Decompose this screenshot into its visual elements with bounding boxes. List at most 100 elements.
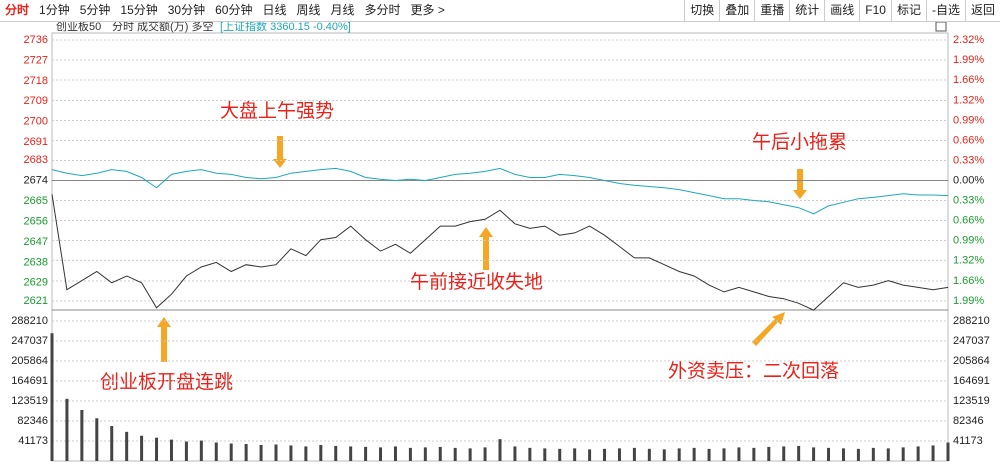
y2-tick-label: 1.32% (953, 254, 984, 266)
annotation: 午后小拖累 (752, 131, 847, 153)
y-tick-label: 41173 (18, 435, 48, 447)
annotation: 外资卖压：二次回落 (668, 360, 839, 382)
y2-tick-label: 0.66% (953, 214, 984, 226)
volume-bar (184, 441, 188, 461)
volume-bar (722, 448, 726, 461)
toolbar-button[interactable]: 30分钟 (167, 3, 206, 17)
volume-bar (438, 446, 442, 461)
toolbar-button[interactable]: 切换 (684, 0, 719, 21)
volume-bar (797, 445, 801, 461)
toolbar-button[interactable]: 重播 (754, 0, 789, 21)
toolbar-button[interactable]: 1分钟 (39, 3, 70, 17)
y-tick-label: 2691 (24, 136, 48, 148)
y-tick-label: 205864 (953, 355, 990, 367)
annotation: 大盘上午强势 (220, 100, 334, 122)
y-tick-label: 2736 (24, 34, 48, 46)
y2-tick-label: 1.99% (953, 54, 984, 66)
toolbar-button[interactable]: 日线 (262, 3, 287, 17)
y-tick-label: 247037 (953, 335, 990, 347)
volume-bar (677, 448, 681, 461)
toolbar-button[interactable]: F10 (859, 0, 891, 21)
toolbar-button[interactable]: 分时 (5, 3, 30, 17)
volume-bar (50, 333, 54, 461)
toolbar-button[interactable]: 叠加 (719, 0, 754, 21)
chart: 创业板50 分时 成交额(万) 多空 [上证指数 3360.15 -0.40%]… (11, 22, 990, 462)
volume-bar (931, 445, 935, 461)
volume-bar (274, 444, 278, 461)
volume-bar (334, 445, 338, 461)
volume-bar (603, 448, 607, 461)
volume-bar (259, 444, 263, 461)
y-tick-label: 2718 (24, 75, 48, 87)
toolbar-button[interactable]: 多分时 (364, 3, 401, 17)
y-tick-label: 205864 (11, 355, 48, 367)
toolbar-button[interactable]: 周线 (296, 3, 321, 17)
volume-bar (886, 448, 890, 461)
y2-tick-label: 0.33% (953, 154, 984, 166)
volume-bar (782, 446, 786, 461)
toolbar-button[interactable]: 更多 > (410, 3, 445, 17)
annotation: 创业板开盘连跳 (100, 371, 233, 393)
y-tick-label: 2656 (24, 215, 48, 227)
y2-tick-label: 2.32% (953, 34, 984, 46)
toolbar-button[interactable]: 5分钟 (79, 3, 111, 17)
volume-bar (199, 440, 203, 461)
toolbar: 分时 1分钟 5分钟 15分钟 30分钟 60分钟 日线 周线 月线 多分时 更多 > 切换 叠加 重播统… (0, 0, 1000, 22)
y2-tick-label: 0.66% (953, 134, 984, 146)
volume-bar (498, 439, 502, 461)
volume-bar (841, 448, 845, 461)
volume-bar (95, 418, 99, 461)
volume-bar (140, 435, 144, 461)
volume-bar (453, 447, 457, 461)
volume-bar (65, 398, 69, 461)
volume-bar (827, 447, 831, 461)
volume-bar (632, 447, 636, 461)
y-tick-label: 288210 (11, 315, 48, 327)
volume-bar (588, 449, 592, 461)
volume-bar (155, 437, 159, 461)
volume-bar (349, 446, 353, 461)
volume-bar (558, 448, 562, 461)
y2-tick-label: 1.66% (953, 275, 984, 287)
y-tick-label: 2638 (24, 256, 48, 268)
series-name: 创业板50 (56, 22, 101, 33)
arrow (157, 317, 171, 362)
y-tick-label: 2629 (24, 277, 48, 289)
toolbar-button[interactable]: -自选 (925, 0, 965, 21)
y-tick-label: 2709 (24, 95, 48, 107)
volume-bar (393, 446, 397, 461)
toolbar-button[interactable]: 月线 (330, 3, 355, 17)
y2-tick-label: 1.66% (953, 74, 984, 86)
y-tick-label: 2647 (24, 236, 48, 248)
volume-bar (946, 442, 950, 461)
volume-bar (647, 448, 651, 461)
volume-bar (125, 431, 129, 461)
y-tick-label: 2674 (24, 175, 48, 187)
toolbar-button[interactable]: 返回 (964, 0, 1000, 21)
y2-tick-label: 0.99% (953, 234, 984, 246)
arrow (793, 169, 807, 199)
volume-bar (379, 447, 383, 461)
volume-bar (662, 449, 666, 461)
y-tick-label: 288210 (953, 315, 990, 327)
toolbar-button[interactable]: 60分钟 (215, 3, 253, 17)
toolbar-button[interactable]: 统计 (789, 0, 824, 21)
volume-bar (214, 442, 218, 461)
toolbar-left: 分时 1分钟 5分钟 15分钟 30分钟 60分钟 日线 周线 月线 多分时 更多 > (0, 0, 450, 21)
volume-bar (304, 446, 308, 461)
volume-bar (767, 446, 771, 461)
toolbar-button[interactable]: 15分钟 (120, 3, 158, 17)
y2-tick-label: 0.33% (953, 194, 984, 206)
volume-bar (319, 444, 323, 461)
arrow (273, 136, 287, 168)
volume-bar (543, 448, 547, 461)
toolbar-button[interactable]: 标记 (890, 0, 926, 21)
volume-bar (408, 447, 412, 461)
volume-bar (573, 448, 577, 461)
subtitle: 分时 成交额(万) 多空 (112, 22, 213, 33)
volume-bar (916, 446, 920, 461)
volume-bar (528, 447, 532, 461)
y-tick-label: 2700 (24, 116, 48, 128)
toolbar-button[interactable]: 画线 (824, 0, 859, 21)
